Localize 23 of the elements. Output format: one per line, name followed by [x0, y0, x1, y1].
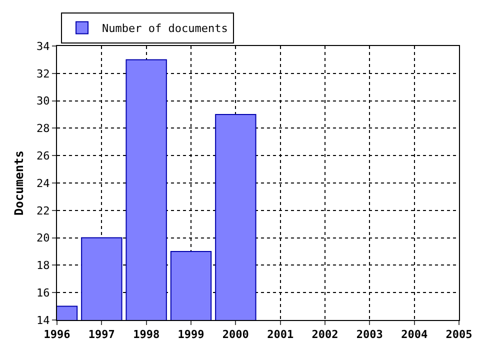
- y-tick-label: 20: [36, 232, 50, 245]
- x-tick-label: 1997: [88, 328, 115, 342]
- legend-label: Number of documents: [102, 22, 228, 36]
- y-tick-label: 28: [36, 122, 50, 136]
- x-tick-label: 1999: [178, 328, 204, 342]
- x-tick-label: 2000: [222, 328, 249, 342]
- y-tick-label: 34: [36, 40, 50, 53]
- x-tick-label: 1996: [44, 328, 71, 342]
- y-tick-label: 26: [36, 149, 50, 162]
- x-tick-label: 1998: [133, 328, 160, 342]
- y-tick-label: 16: [36, 286, 50, 300]
- y-tick-label: 24: [36, 176, 50, 190]
- y-tick-label: 22: [36, 204, 50, 218]
- x-tick-label: 2003: [356, 328, 383, 342]
- y-tick-label: 30: [36, 94, 50, 108]
- x-tick-label: 2005: [446, 328, 472, 342]
- y-axis-title: Documents: [12, 150, 26, 216]
- y-tick-label: 32: [36, 67, 50, 80]
- y-tick-label: 14: [36, 314, 50, 327]
- x-tick-label: 2002: [312, 328, 338, 342]
- x-tick-label: 2001: [267, 328, 294, 342]
- x-tick-label: 2004: [401, 328, 428, 342]
- y-tick-label: 18: [36, 259, 50, 272]
